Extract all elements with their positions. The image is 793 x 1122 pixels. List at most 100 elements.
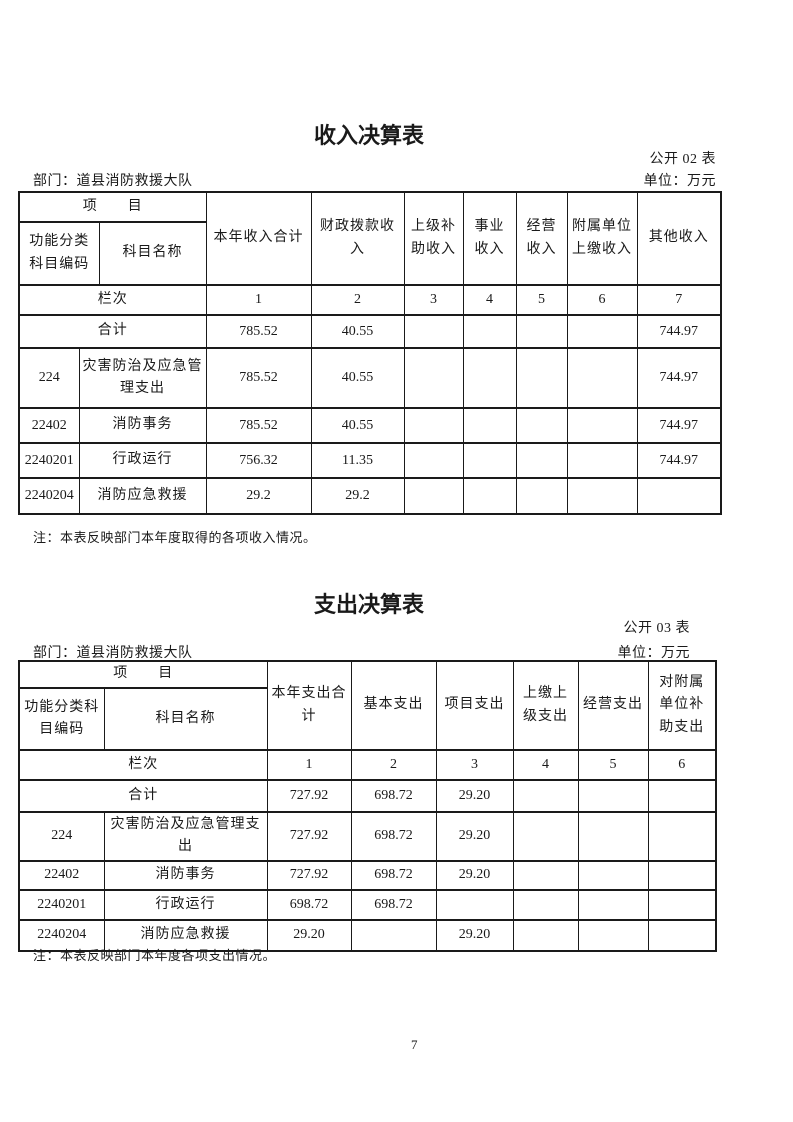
code-cell: 2240201 — [18, 888, 105, 921]
name-cell: 灾害防治及应急管 理支出 — [78, 347, 207, 409]
code-cell: 2240204 — [18, 918, 105, 952]
header-cell-function-code: 功能分类 科目编码 — [18, 221, 100, 286]
value-cell — [462, 407, 517, 444]
value-cell — [462, 347, 517, 409]
total-label-cell: 合计 — [18, 779, 268, 813]
value-cell — [462, 442, 517, 479]
value-cell — [577, 918, 649, 952]
value-cell — [512, 859, 579, 891]
colnum-cell: 2 — [310, 284, 405, 316]
expense-table-title: 支出决算表 — [313, 592, 424, 617]
header-cell-subject-name: 科目名称 — [103, 687, 268, 751]
value-cell: 11.35 — [310, 442, 405, 479]
colnum-label-cell: 栏次 — [18, 284, 207, 316]
header-cell-project-expense: 项目支出 — [435, 660, 514, 751]
value-cell: 29.2 — [205, 477, 312, 515]
colnum-cell: 5 — [577, 749, 649, 781]
value-cell — [577, 888, 649, 921]
code-cell: 224 — [18, 811, 105, 862]
value-cell — [403, 442, 464, 479]
name-cell: 消防事务 — [103, 859, 268, 891]
name-cell: 消防应急救援 — [78, 477, 207, 515]
value-cell: 727.92 — [266, 859, 352, 891]
value-cell — [403, 477, 464, 515]
income-table-note: 注：本表反映部门本年度取得的各项收入情况。 — [33, 530, 317, 545]
value-cell: 29.20 — [435, 859, 514, 891]
value-cell — [462, 314, 517, 349]
value-cell — [403, 314, 464, 349]
value-cell — [515, 347, 568, 409]
value-cell: 785.52 — [205, 314, 312, 349]
value-cell: 29.20 — [266, 918, 352, 952]
value-cell — [403, 407, 464, 444]
value-cell — [566, 347, 638, 409]
value-cell: 756.32 — [205, 442, 312, 479]
income-total-row: 合计 785.52 40.55 744.97 — [18, 314, 722, 349]
colnum-cell: 3 — [403, 284, 464, 316]
value-cell — [566, 314, 638, 349]
header-cell-operating-income: 经营 收入 — [515, 191, 568, 286]
income-table: 项 目 本年收入合计 财政拨款收 入 上级补 助收入 事业 收入 经营 收入 附… — [18, 191, 723, 515]
value-cell — [515, 477, 568, 515]
expense-table: 项 目 本年支出合 计 基本支出 项目支出 上缴上 级支出 经营支出 对附属 单… — [18, 660, 717, 952]
header-cell-subsidiary-income: 附属单位 上缴收入 — [566, 191, 638, 286]
code-cell: 22402 — [18, 407, 80, 444]
income-data-row: 22402 消防事务 785.52 40.55 744.97 — [18, 407, 722, 444]
income-data-row: 2240201 行政运行 756.32 11.35 744.97 — [18, 442, 722, 479]
value-cell: 40.55 — [310, 407, 405, 444]
income-data-row: 2240204 消防应急救援 29.2 29.2 — [18, 477, 722, 515]
value-cell: 40.55 — [310, 347, 405, 409]
colnum-label-cell: 栏次 — [18, 749, 268, 781]
value-cell — [350, 918, 437, 952]
value-cell — [515, 407, 568, 444]
value-cell: 40.55 — [310, 314, 405, 349]
expense-colnum-row: 栏次 1 2 3 4 5 6 — [18, 749, 717, 781]
header-cell-remit-superior: 上缴上 级支出 — [512, 660, 579, 751]
income-department-label: 部门：道县消防救援大队 — [33, 174, 193, 189]
value-cell — [435, 888, 514, 921]
value-cell: 698.72 — [350, 859, 437, 891]
colnum-cell: 4 — [462, 284, 517, 316]
value-cell — [577, 779, 649, 813]
total-label-cell: 合计 — [18, 314, 207, 349]
value-cell — [403, 347, 464, 409]
colnum-cell: 6 — [647, 749, 717, 781]
header-cell-other-income: 其他收入 — [636, 191, 722, 286]
name-cell: 行政运行 — [103, 888, 268, 921]
code-cell: 2240204 — [18, 477, 80, 515]
name-cell: 灾害防治及应急管理支出 — [103, 811, 268, 862]
name-cell: 消防事务 — [78, 407, 207, 444]
expense-data-row: 22402 消防事务 727.92 698.72 29.20 — [18, 859, 717, 891]
header-cell-basic-expense: 基本支出 — [350, 660, 437, 751]
code-cell: 224 — [18, 347, 80, 409]
income-table-title: 收入决算表 — [313, 123, 424, 148]
colnum-cell: 2 — [350, 749, 437, 781]
value-cell — [462, 477, 517, 515]
value-cell: 744.97 — [636, 407, 722, 444]
value-cell: 744.97 — [636, 442, 722, 479]
expense-header-row-2: 功能分类科 目编码 科目名称 — [18, 687, 716, 751]
value-cell: 785.52 — [205, 407, 312, 444]
value-cell — [515, 314, 568, 349]
name-cell: 消防应急救援 — [103, 918, 268, 952]
colnum-cell: 1 — [266, 749, 352, 781]
header-cell-total-income: 本年收入合计 — [205, 191, 312, 286]
colnum-cell: 7 — [636, 284, 722, 316]
value-cell — [512, 779, 579, 813]
value-cell — [515, 442, 568, 479]
expense-data-row: 2240204 消防应急救援 29.20 29.20 — [18, 918, 717, 952]
value-cell: 698.72 — [350, 888, 437, 921]
page-number: 7 — [411, 1037, 418, 1052]
colnum-cell: 6 — [566, 284, 638, 316]
header-cell-item: 项 目 — [18, 191, 207, 223]
value-cell: 698.72 — [350, 779, 437, 813]
header-cell-total-expense: 本年支出合 计 — [266, 660, 352, 751]
expense-unit-label: 单位：万元 — [617, 646, 690, 661]
value-cell: 744.97 — [636, 314, 722, 349]
value-cell: 29.20 — [435, 918, 514, 952]
header-cell-superior-subsidy: 上级补 助收入 — [403, 191, 464, 286]
colnum-cell: 4 — [512, 749, 579, 781]
income-unit-label: 单位：万元 — [643, 174, 716, 189]
income-colnum-row: 栏次 1 2 3 4 5 6 7 — [18, 284, 722, 316]
